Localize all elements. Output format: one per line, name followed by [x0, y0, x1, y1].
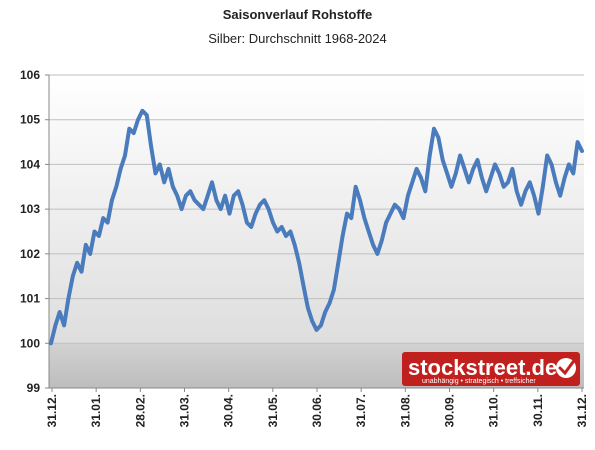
chart-subtitle: Silber: Durchschnitt 1968-2024 — [208, 31, 387, 46]
x-tick-label: 31.12. — [575, 394, 589, 427]
y-tick-label: 100 — [20, 336, 40, 350]
x-tick-label: 31.07. — [354, 394, 368, 427]
logo-background — [402, 352, 580, 386]
y-tick-label: 102 — [20, 247, 40, 261]
x-tick-label: 31.03. — [178, 394, 192, 427]
chart-title: Saisonverlauf Rohstoffe — [222, 7, 373, 22]
stockstreet-logo: stockstreet.de unabhängig • strategisch … — [402, 352, 580, 386]
y-axis-ticks: 99 100 101 102 103 104 105 106 — [20, 68, 49, 395]
x-tick-label: 31.12. — [45, 394, 59, 427]
y-tick-label: 99 — [27, 381, 41, 395]
x-tick-label: 30.11. — [531, 394, 545, 427]
series-line-silber — [49, 108, 584, 346]
y-tick-label: 103 — [20, 202, 40, 216]
x-tick-label: 30.09. — [443, 394, 457, 427]
x-tick-label: 31.05. — [266, 394, 280, 427]
x-tick-label: 30.06. — [310, 394, 324, 427]
check-mark — [558, 360, 575, 376]
y-tick-label: 106 — [20, 68, 40, 82]
x-tick-label: 28.02. — [133, 394, 147, 427]
logo-tagline-text: unabhängig • strategisch • treffsicher — [422, 378, 536, 385]
x-tick-label: 31.08. — [398, 394, 412, 427]
x-tick-label: 30.04. — [222, 394, 236, 427]
y-tick-label: 105 — [20, 113, 40, 127]
y-tick-label: 104 — [20, 157, 40, 171]
x-axis-ticks: 31.12. 31.01. 28.02. 31.03. 30.04. 31.05. 30.0… — [45, 388, 589, 427]
x-tick-label: 31.10. — [487, 394, 501, 427]
logo-brand-text: stockstreet.de — [408, 355, 557, 380]
y-tick-label: 101 — [20, 292, 40, 306]
x-tick-label: 31.01. — [89, 394, 103, 427]
